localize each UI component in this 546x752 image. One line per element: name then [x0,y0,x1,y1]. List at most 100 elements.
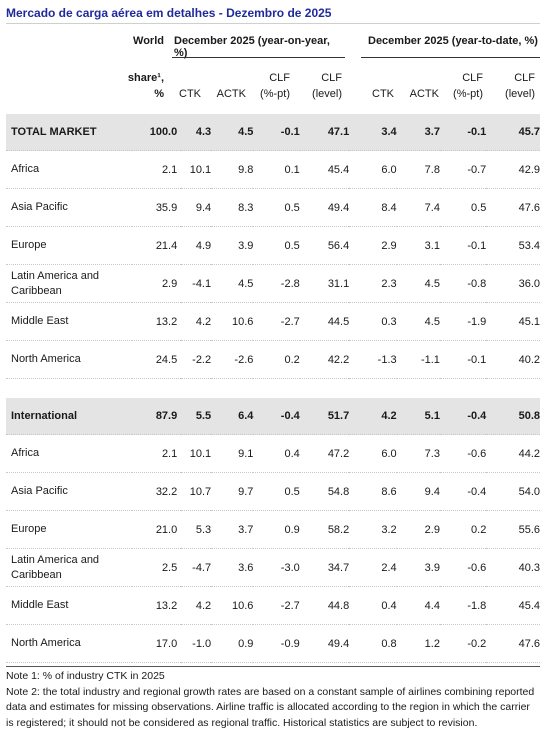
value-cell: 53.4 [486,226,540,265]
value-cell: -0.1 [439,114,487,151]
value-cell: 9.4 [181,188,212,227]
table-row: Middle East 13.2 4.2 10.6 -2.7 44.5 0.3 4.5 -1.9… [6,302,540,341]
value-cell: -1.8 [439,586,487,625]
yoy-clf-level-header-1: CLF [321,72,342,84]
value-cell: 56.4 [299,226,350,265]
notes: Note 1: % of industry CTK in 2025 Note 2… [6,666,540,731]
value-cell: 4.2 [349,398,397,435]
value-cell: -1.9 [439,302,487,341]
value-cell: -0.1 [439,340,487,379]
report-title: Mercado de carga aérea em detalhes - Dez… [6,5,540,24]
share-cell: 100.0 [131,114,182,151]
value-cell: 0.5 [253,188,300,227]
value-cell: 0.4 [253,434,300,473]
ytd-clf-pt-header-2: (%-pt) [453,88,483,100]
value-cell: 3.1 [396,226,440,265]
value-cell: 5.1 [396,398,440,435]
value-cell: 45.4 [486,586,540,625]
value-cell: 5.3 [181,510,212,549]
value-cell: 4.9 [181,226,212,265]
yoy-clf-pt-header-1: CLF [269,72,290,84]
region-label: Asia Pacific [6,188,132,227]
table-row: Asia Pacific 35.9 9.4 8.3 0.5 49.4 8.4 7.4 0.5 47… [6,188,540,227]
value-cell: 4.2 [181,302,212,341]
share-header: share¹, [127,72,164,84]
value-cell: -1.3 [349,340,397,379]
value-cell: 3.9 [211,226,254,265]
value-cell: 5.5 [181,398,212,435]
region-label: International [6,398,132,435]
value-cell: 3.6 [211,548,254,587]
value-cell: 47.6 [486,188,540,227]
share-cell: 13.2 [131,586,182,625]
value-cell: 10.7 [181,472,212,511]
value-cell: 50.8 [486,398,540,435]
note-1: Note 1: % of industry CTK in 2025 [6,670,165,682]
share-cell: 35.9 [131,188,182,227]
table-row: Europe 21.0 5.3 3.7 0.9 58.2 3.2 2.9 0.2 55.6 [6,510,540,549]
yoy-ctk-header: CTK [179,88,201,100]
share-cell: 32.2 [131,472,182,511]
value-cell: 8.4 [349,188,397,227]
value-cell: 49.4 [299,624,350,663]
value-cell: 4.2 [181,586,212,625]
value-cell: 4.5 [396,264,440,303]
value-cell: 55.6 [486,510,540,549]
value-cell: 44.8 [299,586,350,625]
share-cell: 2.1 [131,434,182,473]
region-label: Latin America and Caribbean [6,548,132,587]
yoy-group-header: December 2025 (year-on-year, %) [174,35,330,59]
value-cell: 0.9 [211,624,254,663]
value-cell: -0.6 [439,434,487,473]
region-label: Europe [6,510,132,549]
value-cell: -4.7 [181,548,212,587]
yoy-group-rule [172,57,345,58]
value-cell: 3.7 [211,510,254,549]
ytd-actk-header: ACTK [409,88,439,100]
value-cell: 10.1 [181,150,212,189]
value-cell: -0.8 [439,264,487,303]
region-label: North America [6,624,132,663]
table-row: Latin America and Caribbean 2.5 -4.7 3.6 -3.… [6,548,540,587]
value-cell: -1.0 [181,624,212,663]
region-label: Europe [6,226,132,265]
value-cell: 4.5 [396,302,440,341]
value-cell: 7.4 [396,188,440,227]
value-cell: 1.2 [396,624,440,663]
table-row: North America 24.5 -2.2 -2.6 0.2 42.2 -1.3 -1.1… [6,340,540,379]
value-cell: 54.0 [486,472,540,511]
table-row: North America 17.0 -1.0 0.9 -0.9 49.4 0.8 1.2 -0… [6,624,540,663]
value-cell: 47.2 [299,434,350,473]
cargo-data-table: TOTAL MARKET 100.0 4.3 4.5 -0.1 47.1 3.4 3.7 -0.… [6,114,540,663]
value-cell: 3.4 [349,114,397,151]
value-cell: 10.1 [181,434,212,473]
table-row: Africa 2.1 10.1 9.1 0.4 47.2 6.0 7.3 -0.6 44.2 [6,434,540,473]
value-cell: 0.5 [439,188,487,227]
value-cell: 8.6 [349,472,397,511]
table-row: Middle East 13.2 4.2 10.6 -2.7 44.8 0.4 4.4 -1.8… [6,586,540,625]
value-cell: -0.2 [439,624,487,663]
value-cell: 3.2 [349,510,397,549]
value-cell: 8.3 [211,188,254,227]
value-cell: -1.1 [396,340,440,379]
value-cell: 0.3 [349,302,397,341]
world-header: World [133,35,164,47]
region-label: Africa [6,434,132,473]
share-cell: 24.5 [131,340,182,379]
ytd-clf-level-header-1: CLF [514,72,535,84]
value-cell: -0.4 [439,398,487,435]
value-cell: 42.9 [486,150,540,189]
value-cell: 0.4 [349,586,397,625]
value-cell: 49.4 [299,188,350,227]
value-cell: 45.4 [299,150,350,189]
share-pct-header: % [154,88,164,100]
value-cell: 7.8 [396,150,440,189]
value-cell: 0.5 [253,226,300,265]
value-cell: 4.3 [181,114,212,151]
value-cell: 10.6 [211,586,254,625]
table-row: Europe 21.4 4.9 3.9 0.5 56.4 2.9 3.1 -0.1 53.4 [6,226,540,265]
value-cell: 40.3 [486,548,540,587]
share-cell: 21.4 [131,226,182,265]
value-cell: 2.9 [349,226,397,265]
